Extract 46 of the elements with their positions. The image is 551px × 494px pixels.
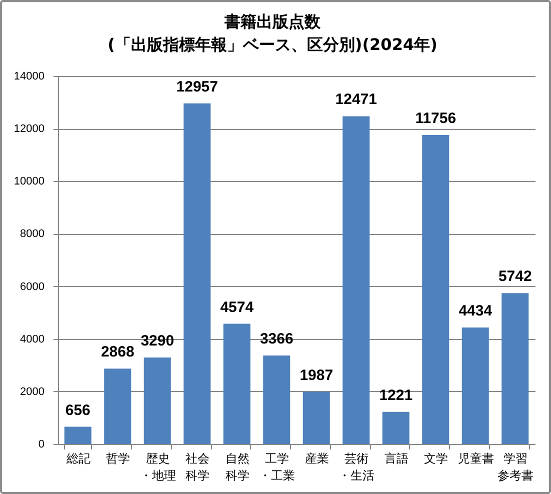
y-tick-label: 2000 bbox=[20, 386, 44, 398]
y-tick-label: 14000 bbox=[14, 70, 44, 82]
x-tick-label: 言語 bbox=[384, 452, 408, 466]
data-label: 4434 bbox=[458, 302, 493, 320]
data-label: 1987 bbox=[300, 366, 334, 384]
data-label: 11756 bbox=[415, 110, 456, 127]
y-tick-label: 4000 bbox=[20, 333, 44, 346]
x-tick-label: 工学・工業 bbox=[259, 452, 296, 482]
bar bbox=[64, 426, 92, 444]
bar bbox=[422, 134, 450, 444]
bar bbox=[382, 412, 410, 444]
y-tick-label: 12000 bbox=[14, 123, 44, 136]
bar bbox=[462, 327, 489, 444]
data-label: 3366 bbox=[260, 330, 294, 348]
bar bbox=[223, 324, 250, 444]
x-tick-label: 産業 bbox=[304, 452, 329, 466]
x-tick-label: 芸術・生活 bbox=[338, 452, 375, 482]
bar bbox=[502, 293, 529, 444]
data-label: 5742 bbox=[498, 268, 532, 286]
data-label: 3290 bbox=[140, 332, 174, 350]
y-tick-label: 8000 bbox=[20, 228, 44, 240]
chart-title: 書籍出版点数 bbox=[224, 12, 322, 31]
bar bbox=[104, 368, 132, 444]
x-tick-label: 自然科学 bbox=[225, 452, 250, 482]
bar bbox=[263, 356, 290, 444]
x-tick-label: 社会科学 bbox=[186, 452, 210, 482]
bar bbox=[302, 392, 330, 444]
bar bbox=[184, 103, 211, 444]
x-tick-label: 総記 bbox=[65, 452, 90, 466]
y-tick-label: 6000 bbox=[20, 280, 44, 293]
data-label: 2868 bbox=[100, 344, 134, 361]
y-tick-label: 0 bbox=[38, 438, 44, 450]
x-tick-label: 歴史・地理 bbox=[140, 452, 176, 482]
x-tick-label: 哲学 bbox=[106, 452, 130, 466]
y-tick-label: 10000 bbox=[14, 176, 44, 188]
bar bbox=[144, 358, 171, 444]
data-label: 656 bbox=[65, 402, 90, 419]
x-tick-label: 児童書 bbox=[458, 452, 494, 466]
x-tick-label: 文学 bbox=[424, 452, 448, 466]
data-label: 12471 bbox=[335, 91, 377, 108]
chart-subtitle: (「出版指標年報」ベース、区分別)(2024年) bbox=[108, 35, 438, 54]
bar bbox=[342, 116, 370, 444]
data-label: 4574 bbox=[220, 298, 254, 316]
x-tick-label: 学習参考書 bbox=[498, 452, 534, 482]
data-label: 12957 bbox=[176, 78, 218, 96]
data-label: 1221 bbox=[379, 386, 413, 404]
